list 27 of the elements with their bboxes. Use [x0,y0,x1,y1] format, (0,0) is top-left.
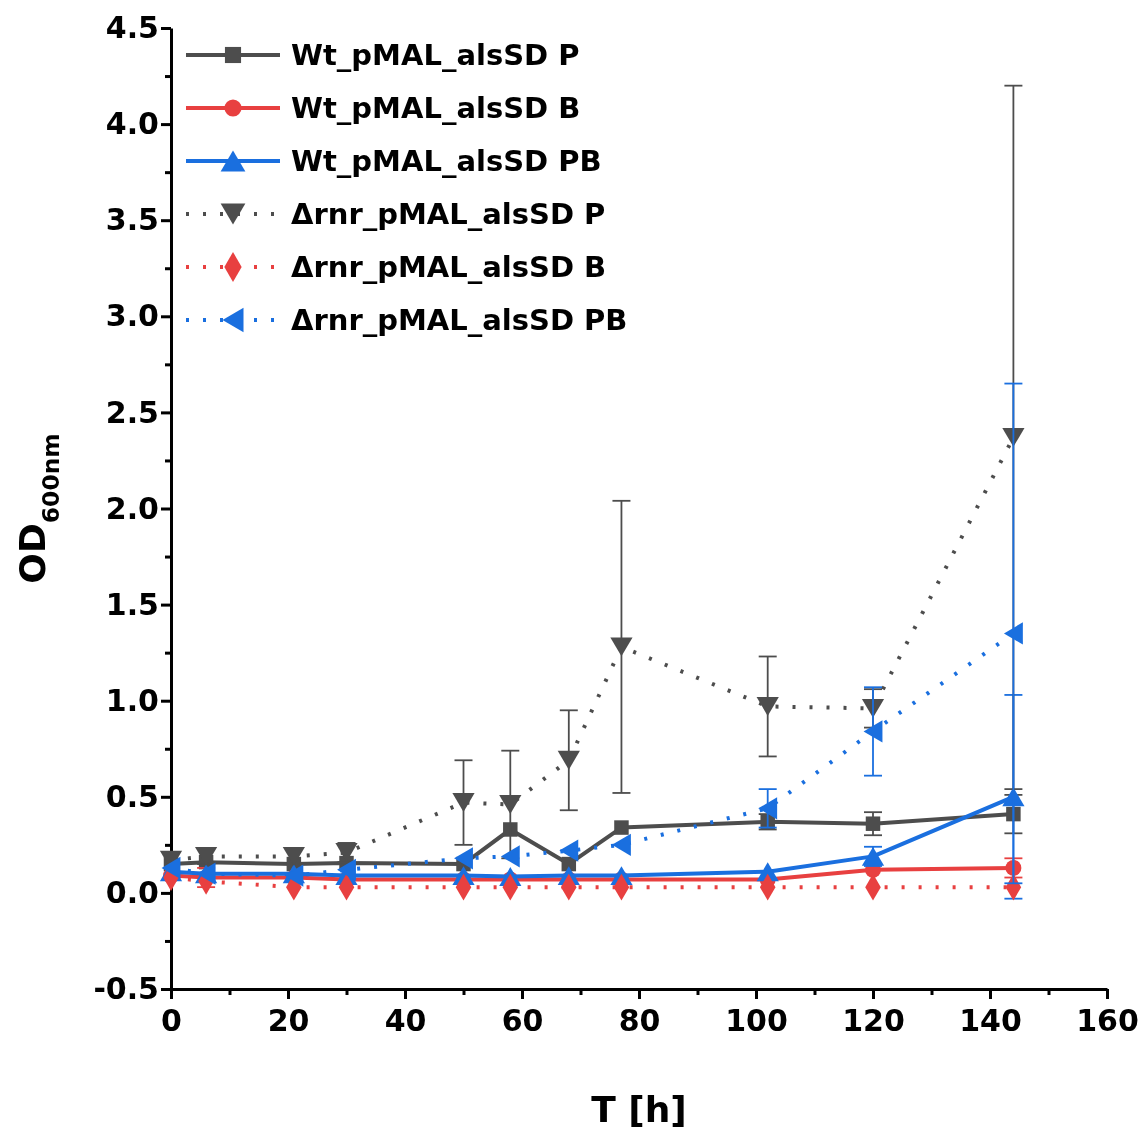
y-tick-label: 3.0 [105,298,159,334]
x-tick-label: 140 [959,1003,1022,1038]
y-tick-label: 4.5 [105,10,159,46]
y-tick-label: 1.5 [105,586,159,622]
legend-label: Δrnr_pMAL_alsSD P [291,197,606,232]
x-tick-label: 60 [501,1003,544,1038]
y-tick-label: 4.0 [105,106,159,142]
legend-label: Wt_pMAL_alsSD B [291,91,581,126]
x-tick-label: 120 [842,1003,905,1038]
legend-label: Wt_pMAL_alsSD PB [291,144,602,179]
x-tick-label: 20 [267,1003,310,1038]
y-tick-label: 0.5 [105,778,159,814]
x-tick-label: 0 [161,1003,182,1038]
x-tick-label: 160 [1076,1003,1139,1038]
y-tick-label: 2.0 [105,490,159,526]
x-tick-label: 100 [725,1003,788,1038]
y-tick-label: 3.5 [105,202,159,238]
y-tick-label: 0.0 [105,875,159,910]
y-tick-label: -0.5 [93,971,159,1007]
y-tick-label: 1.0 [105,682,159,718]
legend-label: Δrnr_pMAL_alsSD B [291,250,607,285]
legend-label: Wt_pMAL_alsSD P [291,38,580,73]
x-tick-label: 80 [618,1003,661,1038]
y-tick-label: 2.5 [105,394,159,430]
x-axis-title: T [h] [591,1089,687,1130]
legend-label: Δrnr_pMAL_alsSD PB [291,303,628,338]
x-tick-label: 40 [384,1003,427,1038]
